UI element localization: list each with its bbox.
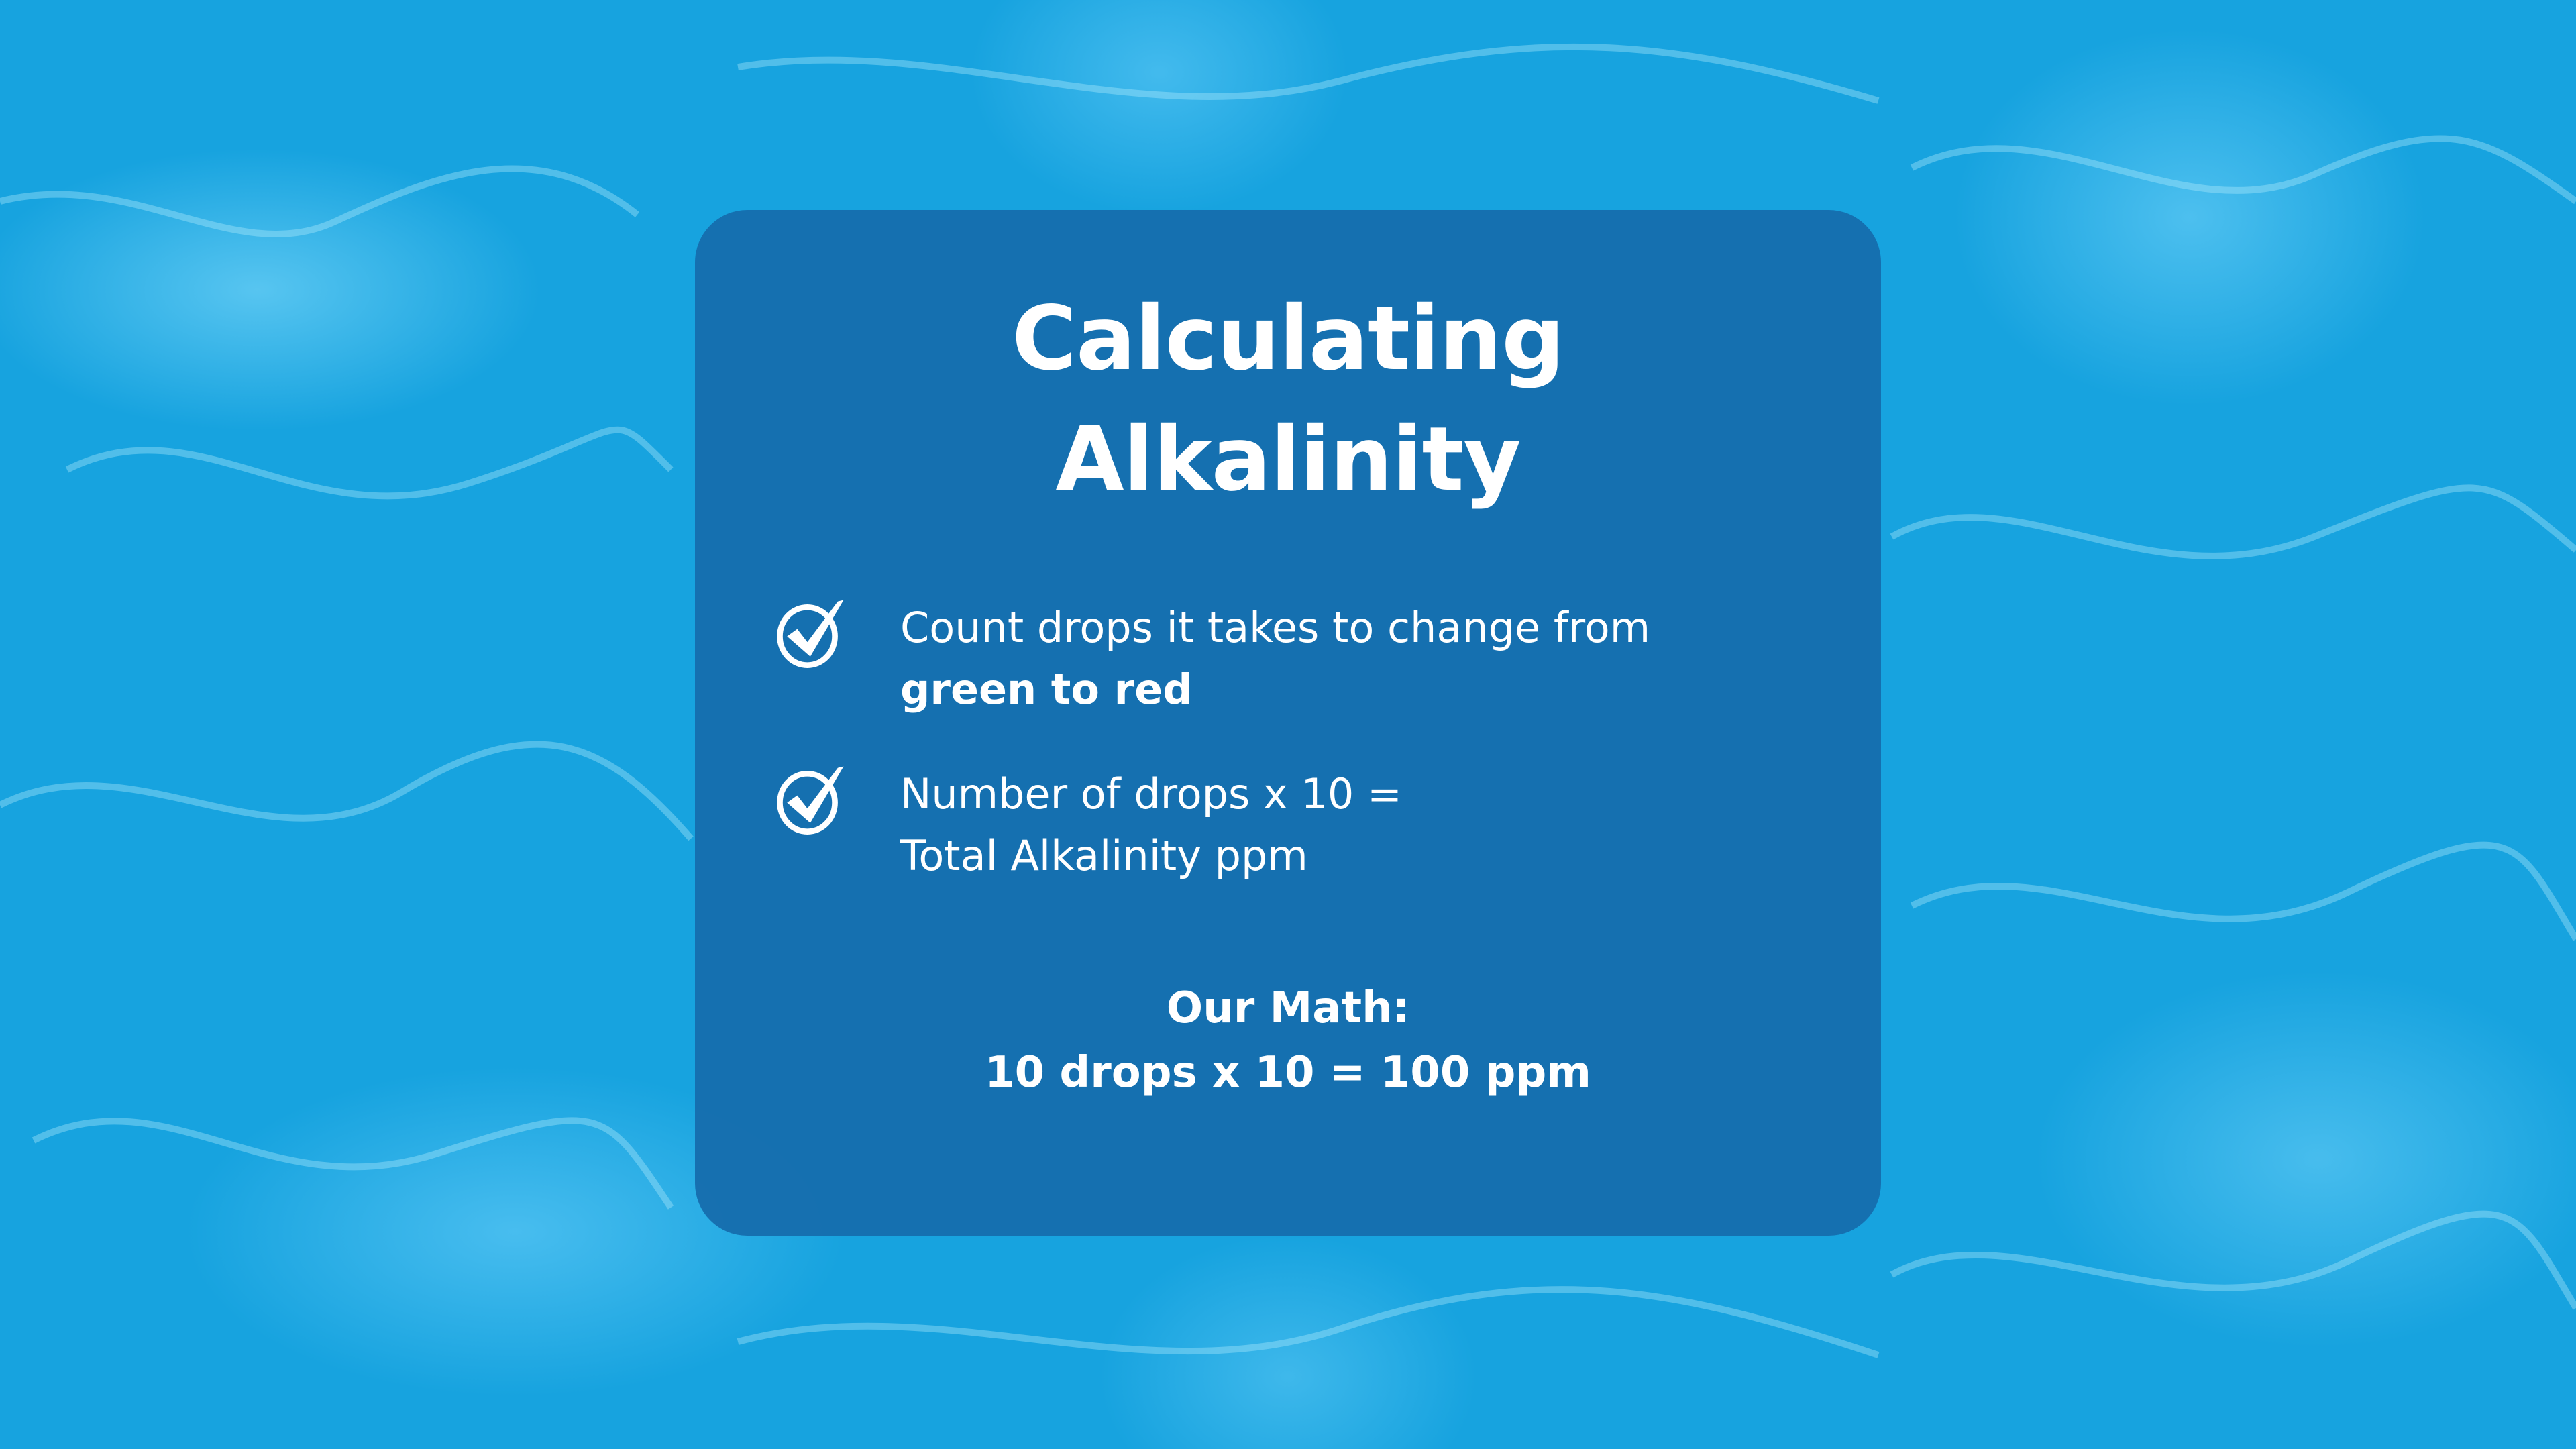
bullet-text: Count drops it takes to change from gree… xyxy=(900,597,1650,720)
bullet-text: Number of drops x 10 = Total Alkalinity … xyxy=(900,763,1402,887)
info-card xyxy=(695,210,1881,1236)
page-title: Calculating Alkalinity xyxy=(0,278,2576,520)
title-line-2: Alkalinity xyxy=(1055,408,1521,511)
math-label: Our Math: xyxy=(1166,983,1410,1033)
math-formula: 10 drops x 10 = 100 ppm xyxy=(985,1048,1591,1097)
check-circle-icon xyxy=(777,600,844,668)
bullet-line: Total Alkalinity ppm xyxy=(900,831,1308,880)
check-circle-icon xyxy=(777,766,844,835)
bullet-item: Number of drops x 10 = Total Alkalinity … xyxy=(775,763,1402,887)
math-example: Our Math: 10 drops x 10 = 100 ppm xyxy=(0,976,2576,1105)
title-line-1: Calculating xyxy=(1012,287,1565,390)
bullet-item: Count drops it takes to change from gree… xyxy=(775,597,1650,720)
bullet-emphasis: green to red xyxy=(900,665,1193,714)
bullet-line: Count drops it takes to change from xyxy=(900,603,1651,652)
bullet-line: Number of drops x 10 = xyxy=(900,769,1402,818)
